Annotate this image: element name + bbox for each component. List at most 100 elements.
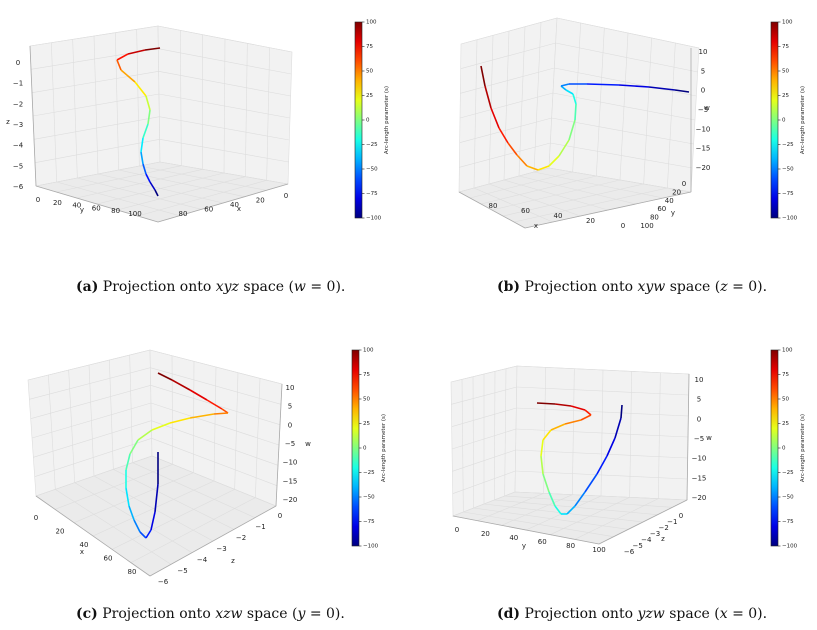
grid-line — [514, 491, 688, 501]
colorbar-tick-label: −25 — [363, 470, 375, 476]
colorbar-tick-label: 25 — [782, 421, 789, 427]
grid-line — [452, 491, 516, 517]
grid-line — [29, 367, 151, 400]
curve-segment — [133, 519, 141, 533]
curve-segment — [548, 155, 560, 167]
axis-edge — [157, 183, 289, 223]
curve-segment — [560, 83, 570, 87]
grid-line — [33, 420, 152, 458]
x-tick-label: 60 — [538, 538, 547, 546]
y-tick-label: −2 — [236, 534, 246, 542]
curve-segment — [618, 84, 650, 88]
colorbar-tick-label: 100 — [782, 20, 793, 26]
curve-segment — [674, 89, 690, 93]
grid-line — [27, 349, 151, 381]
curve-segment — [570, 405, 586, 411]
y-tick-label: 20 — [53, 199, 62, 207]
colorbar-tick-label: 100 — [363, 348, 374, 354]
curve-segment — [116, 53, 129, 61]
curve-segment — [145, 529, 152, 539]
colorbar-tick-label: 100 — [366, 20, 377, 26]
grid-line — [515, 449, 688, 459]
grid-line — [32, 93, 160, 117]
curve-segment — [169, 417, 191, 424]
grid-line — [452, 470, 516, 494]
grid-line — [158, 48, 292, 75]
colorbar-tick-label: 25 — [782, 93, 789, 99]
curve-segment — [568, 119, 576, 141]
curve-segment — [484, 85, 492, 109]
curve-segment — [137, 429, 153, 441]
panel-c: 0 20 40 60 80 x 0 −1 −2 −3 −4 −5 −6 z 10 5 0 −5 −10 −15 −20 w… — [0, 320, 408, 630]
colorbar-tick-label: 50 — [782, 69, 789, 75]
y-tick-label: −4 — [641, 536, 652, 544]
curve-segment — [150, 511, 156, 531]
colorbar-tick-label: −50 — [363, 495, 375, 501]
y-tick-label: 0 — [682, 180, 686, 188]
curve-segment — [151, 422, 171, 431]
grid-line — [31, 402, 152, 439]
grid-line — [34, 139, 160, 163]
y-axis-label: z — [231, 557, 235, 565]
z-tick-label: 5 — [701, 67, 705, 75]
grid-line — [451, 407, 517, 427]
grid-line — [450, 365, 518, 383]
z-tick-label: −4 — [13, 142, 24, 150]
y-tick-label: 80 — [111, 207, 120, 215]
x-tick-label: 60 — [521, 207, 530, 215]
y-tick-label: −3 — [650, 530, 660, 538]
colorbar-tick-label: −100 — [363, 544, 379, 550]
z-tick-label: −15 — [283, 477, 298, 485]
curve-segment — [614, 417, 622, 439]
x-tick-label: 20 — [586, 217, 595, 225]
colorbar-tick-label: 50 — [366, 69, 373, 75]
x-axis-label: x — [237, 205, 241, 213]
colorbar-tick-label: 0 — [782, 118, 786, 124]
z-tick-label: −3 — [13, 121, 23, 129]
axis-edge — [29, 45, 37, 187]
x-tick-label: 40 — [509, 534, 518, 542]
curve-segment — [580, 414, 592, 421]
curve-segment — [120, 69, 136, 83]
x-tick-label: 20 — [56, 528, 65, 536]
colorbar-tick-label: −25 — [366, 142, 378, 148]
y-tick-label: 100 — [128, 210, 141, 218]
colorbar-tick-label: 50 — [363, 397, 370, 403]
colorbar — [770, 349, 779, 547]
colorbar-tick-label: 75 — [782, 44, 789, 50]
colorbar — [354, 21, 363, 219]
z-tick-label: −20 — [692, 494, 707, 502]
grid-line — [130, 497, 256, 563]
curve-segment — [139, 531, 147, 539]
grid-line — [150, 367, 282, 405]
panel-a: 0 20 40 60 80 x 0 20 40 60 80 100 y 0 −1 −2 −3 −4 −5 −6 z 100… — [0, 0, 408, 315]
z-tick-label: 10 — [286, 384, 295, 392]
curve-segment — [128, 505, 135, 521]
colorbar-tick-label: −50 — [366, 167, 378, 173]
curve-segment — [189, 389, 208, 401]
x-tick-label: 20 — [256, 197, 265, 205]
colorbar-tick-label: −100 — [782, 216, 798, 222]
curve-segment — [550, 423, 566, 431]
y-axis-label: z — [661, 535, 665, 543]
x-tick-label: 80 — [566, 542, 575, 550]
x-tick-label: 20 — [481, 530, 490, 538]
curve-segment — [540, 455, 544, 475]
grid-line — [451, 386, 517, 405]
colorbar-tick-label: 0 — [363, 446, 367, 452]
z-tick-label: −15 — [692, 474, 707, 482]
x-axis-label: y — [522, 542, 526, 550]
z-tick-label: −20 — [283, 496, 298, 504]
curve-segment — [596, 455, 608, 475]
x-tick-label: 80 — [179, 210, 188, 218]
z-tick-label: 10 — [699, 48, 708, 56]
x-axis-label: x — [80, 548, 84, 556]
grid-line — [31, 71, 159, 93]
plot-xyz: 0 20 40 60 80 x 0 20 40 60 80 100 y 0 −1 −2 −3 −4 −5 −6 z 100… — [6, 20, 390, 223]
grid-line — [159, 161, 289, 185]
z-tick-label: 10 — [695, 376, 704, 384]
curve-segment — [145, 95, 151, 111]
z-tick-label: 5 — [697, 396, 701, 404]
grid-line — [459, 142, 551, 168]
x-tick-label: 0 — [284, 192, 288, 200]
